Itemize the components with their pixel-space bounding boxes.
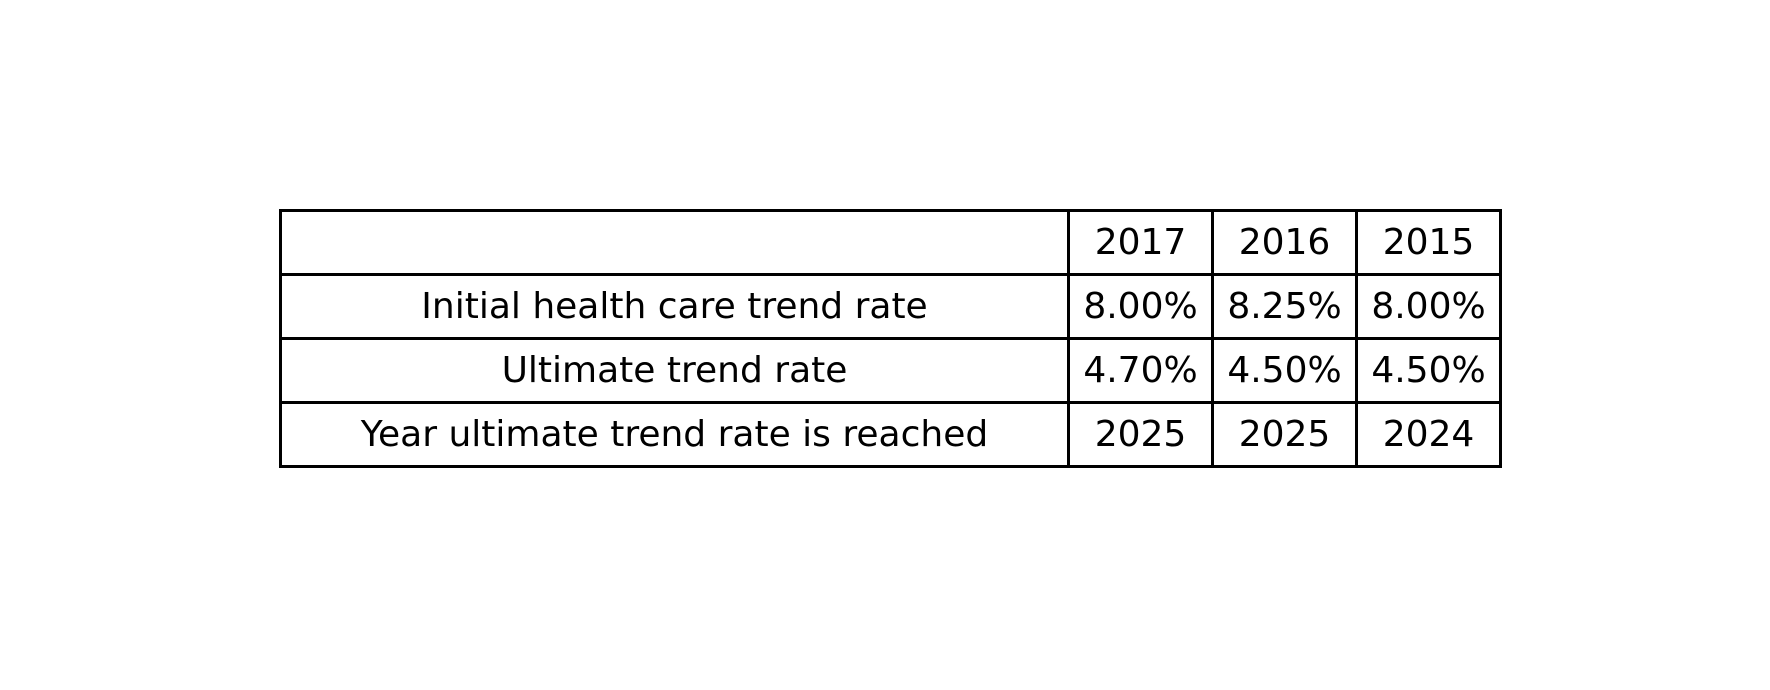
header-cell-2015: 2015 [1355,209,1502,276]
table-cell: 8.00% [1355,273,1502,340]
table-row: Ultimate trend rate 4.70% 4.50% 4.50% [279,337,1502,404]
table-cell: 8.00% [1067,273,1214,340]
header-row: 2017 2016 2015 [279,209,1502,276]
row-label: Initial health care trend rate [279,273,1070,340]
table-cell: 4.50% [1355,337,1502,404]
header-cell-2017: 2017 [1067,209,1214,276]
row-label: Ultimate trend rate [279,337,1070,404]
table-row: Year ultimate trend rate is reached 2025… [279,401,1502,468]
table-cell: 4.70% [1067,337,1214,404]
table-row: Initial health care trend rate 8.00% 8.2… [279,273,1502,340]
table-cell: 4.50% [1211,337,1358,404]
header-cell-2016: 2016 [1211,209,1358,276]
table-cell: 2025 [1211,401,1358,468]
header-cell-label [279,209,1070,276]
table-container: 2017 2016 2015 Initial health care trend… [279,209,1502,468]
table-cell: 8.25% [1211,273,1358,340]
table-cell: 2024 [1355,401,1502,468]
row-label: Year ultimate trend rate is reached [279,401,1070,468]
trend-rate-table: 2017 2016 2015 Initial health care trend… [279,209,1502,468]
table-cell: 2025 [1067,401,1214,468]
